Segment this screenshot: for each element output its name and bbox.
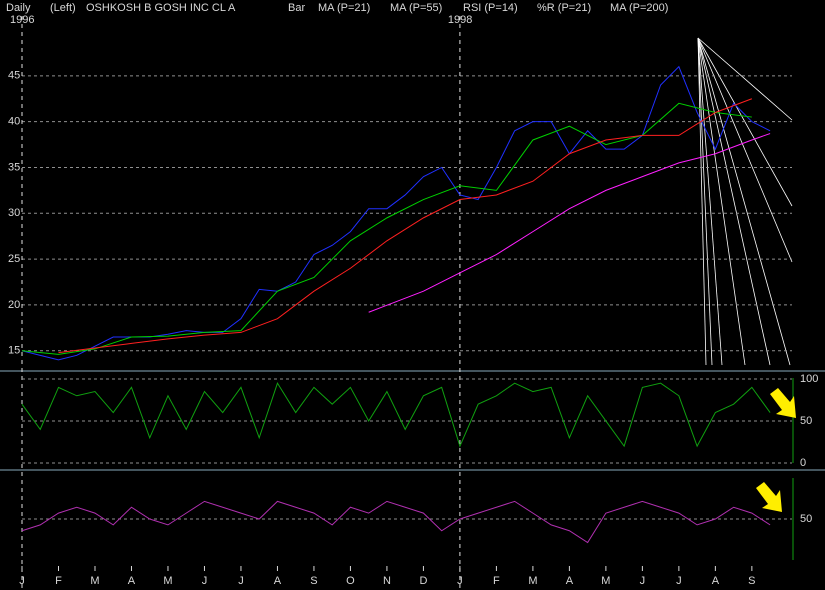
x-tick-label: S (748, 575, 755, 587)
x-tick-label: J (640, 575, 646, 587)
chart-title: OSHKOSH B GOSH INC CL A (86, 2, 236, 14)
x-tick-label: M (90, 575, 99, 587)
legend-entry: %R (P=21) (537, 2, 591, 14)
x-tick-label: J (202, 575, 208, 587)
x-tick-label: M (528, 575, 537, 587)
series-line (58, 98, 753, 354)
x-tick-label: J (676, 575, 682, 587)
x-tick-label: M (601, 575, 610, 587)
series-line (21, 382, 771, 448)
y-tick-label: 35 (8, 161, 20, 173)
y-tick-label: 40 (8, 116, 20, 128)
year-label: 1998 (448, 14, 472, 26)
legend-entry: Bar (288, 2, 305, 14)
year-label: 1996 (10, 14, 34, 26)
y-tick-label: 50 (800, 513, 812, 525)
y-tick-label: 100 (800, 373, 818, 385)
y-tick-label: 45 (8, 70, 20, 82)
x-tick-label: J (19, 575, 25, 587)
x-tick-label: A (128, 575, 136, 587)
x-tick-label: A (566, 575, 574, 587)
y-tick-label: 25 (8, 253, 20, 265)
x-tick-label: F (493, 575, 500, 587)
y-tick-label: 0 (800, 457, 806, 469)
period: Daily (6, 2, 31, 14)
series-line (21, 102, 752, 355)
series-line (368, 133, 771, 313)
x-tick-label: J (238, 575, 244, 587)
legend-entry: MA (P=55) (390, 2, 442, 14)
x-tick-label: J (457, 575, 463, 587)
y-tick-label: 15 (8, 345, 20, 357)
y-tick-label: 30 (8, 207, 20, 219)
series-line (21, 500, 771, 544)
scale-label: (Left) (50, 2, 76, 14)
legend-entry: MA (P=21) (318, 2, 370, 14)
y-tick-label: 50 (800, 415, 812, 427)
x-tick-label: A (712, 575, 720, 587)
x-tick-label: O (346, 575, 355, 587)
x-tick-label: S (310, 575, 317, 587)
x-tick-label: N (383, 575, 391, 587)
legend-entry: MA (P=200) (610, 2, 668, 14)
legend-entry: RSI (P=14) (463, 2, 518, 14)
arrow-icon (756, 388, 796, 512)
x-tick-label: D (419, 575, 427, 587)
y-tick-label: 20 (8, 299, 20, 311)
x-tick-label: F (55, 575, 62, 587)
x-tick-label: A (274, 575, 282, 587)
x-tick-label: M (163, 575, 172, 587)
gann-fan (697, 37, 793, 366)
